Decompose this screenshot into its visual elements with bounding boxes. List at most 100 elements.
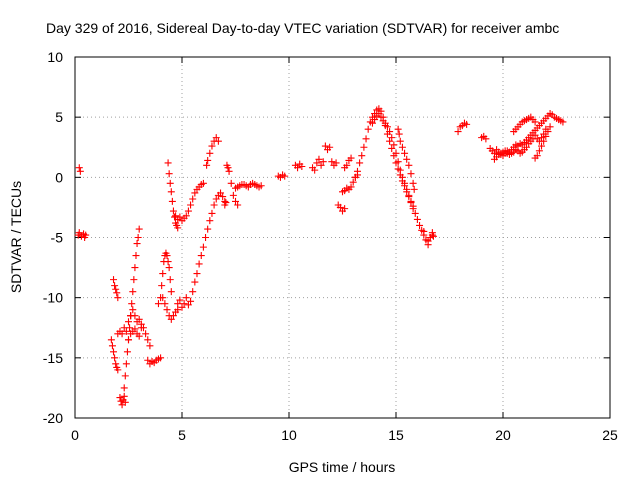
y-tick-label: 0	[55, 169, 63, 185]
data-point	[257, 182, 265, 190]
data-point	[120, 392, 128, 400]
data-point	[229, 191, 237, 199]
data-point	[108, 342, 116, 350]
data-point	[343, 161, 351, 169]
data-point	[206, 217, 214, 225]
data-point	[180, 300, 188, 308]
data-point	[126, 324, 134, 332]
data-point	[426, 234, 434, 241]
data-point	[407, 170, 415, 178]
data-point	[317, 161, 325, 169]
data-point	[166, 179, 174, 187]
data-point	[75, 229, 83, 237]
data-point	[336, 203, 344, 211]
data-point	[546, 123, 554, 131]
data-point	[204, 225, 212, 233]
data-series	[74, 105, 567, 409]
data-point	[401, 149, 409, 157]
data-point	[398, 143, 406, 151]
data-point	[405, 161, 413, 169]
data-point	[398, 173, 406, 181]
data-point	[135, 315, 143, 323]
data-point	[356, 159, 364, 167]
data-point	[107, 336, 115, 344]
data-point	[114, 294, 122, 302]
y-tick-label: 5	[55, 109, 63, 125]
data-point	[129, 306, 137, 314]
data-point	[392, 149, 400, 157]
data-point	[234, 201, 242, 209]
data-point	[176, 213, 184, 221]
data-point	[490, 149, 498, 157]
data-point	[135, 225, 143, 233]
data-point	[169, 207, 177, 215]
data-point	[454, 128, 462, 136]
data-point	[332, 159, 340, 167]
data-point	[559, 118, 567, 126]
data-point	[428, 229, 436, 237]
data-point	[409, 202, 417, 210]
data-point	[164, 159, 172, 167]
data-point	[112, 285, 120, 293]
data-point	[405, 191, 413, 199]
data-point	[195, 260, 203, 268]
data-point	[82, 231, 90, 239]
x-tick-label: 15	[388, 427, 404, 443]
data-point	[178, 303, 186, 311]
x-tick-label: 0	[71, 427, 79, 443]
data-point	[396, 137, 404, 145]
data-point	[167, 315, 175, 323]
data-point	[227, 179, 235, 187]
data-point	[542, 132, 550, 140]
y-tick-label: -5	[51, 230, 64, 246]
data-point	[403, 155, 411, 163]
axis-ticks: 0 5 10 15 20 25 -20 -15 -10 -5 0 5 10	[43, 49, 618, 443]
data-point	[182, 212, 190, 220]
data-point	[184, 301, 192, 309]
data-point	[134, 234, 142, 241]
x-tick-label: 10	[281, 427, 297, 443]
data-point	[328, 158, 336, 166]
data-point	[353, 167, 361, 175]
data-point	[174, 224, 182, 232]
data-point	[191, 278, 199, 286]
data-point	[129, 288, 137, 296]
data-point	[388, 134, 396, 142]
data-point	[315, 155, 323, 163]
y-tick-label: -10	[43, 290, 63, 306]
data-point	[224, 164, 232, 172]
data-point	[422, 236, 430, 244]
data-point	[326, 143, 334, 151]
data-point	[222, 199, 230, 207]
data-point	[169, 312, 177, 320]
data-point	[161, 300, 169, 308]
data-point	[132, 252, 140, 260]
data-point	[133, 240, 141, 248]
data-point	[163, 306, 171, 314]
data-point	[388, 144, 396, 152]
data-point	[111, 354, 119, 362]
data-point	[172, 212, 180, 220]
data-point	[144, 356, 152, 364]
data-point	[407, 197, 415, 205]
data-point	[122, 360, 130, 368]
data-point	[206, 149, 214, 157]
data-point	[386, 137, 394, 145]
data-point	[165, 170, 173, 178]
data-point	[187, 297, 195, 305]
data-point	[182, 294, 190, 302]
data-point	[123, 348, 131, 356]
data-point	[118, 330, 126, 338]
data-point	[219, 193, 227, 201]
data-point	[159, 270, 167, 278]
data-point	[210, 201, 218, 209]
data-point	[311, 166, 319, 174]
data-point	[164, 258, 172, 266]
data-point	[347, 183, 355, 191]
data-point	[535, 147, 543, 155]
data-point	[122, 327, 130, 335]
data-point	[184, 207, 192, 215]
data-point	[319, 158, 327, 166]
x-axis-label: GPS time / hours	[289, 459, 396, 475]
